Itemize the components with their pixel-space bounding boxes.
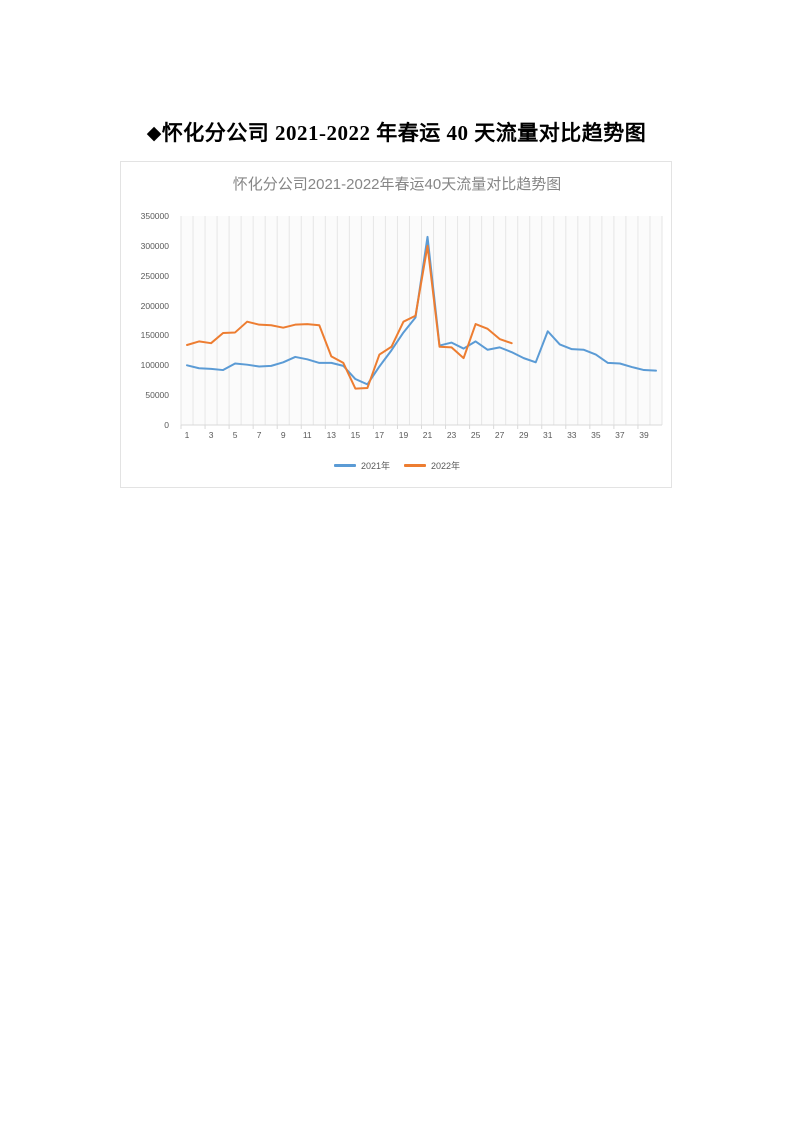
legend-item[interactable]: 2022年 [404,459,460,472]
x-axis-tick-label: 27 [494,430,505,440]
x-axis-tick-label: 25 [470,430,481,440]
series-line-2 [186,244,513,390]
x-axis-tick-label: 23 [446,430,457,440]
x-axis-tick-label: 11 [302,430,312,440]
x-axis-tick-label: 39 [639,430,649,440]
x-axis-tick-label: 13 [326,430,337,440]
x-axis-labels: 1 3 5 7 9 11 13 15 17 19 21 23 25 27 29 31 33 35 37 39 [121,162,673,489]
diamond-bullet-icon: ◆ [146,123,162,144]
chart-legend: 2021年 2022年 [121,459,673,472]
x-axis-tick-label: 37 [615,430,625,440]
legend-label: 2021年 [360,461,390,471]
gridlines [180,216,663,425]
x-axis-tick-label: 31 [543,430,553,440]
x-axis-tick-label: 15 [350,430,361,440]
y-axis-tick-label: 100000 [140,360,169,371]
x-axis-tick-label: 7 [256,430,262,440]
plot-area: 0 50000 100000 150000 200000 250000 300000 3500… [121,162,673,489]
legend-swatch-icon [404,464,426,467]
x-axis-tick-label: 19 [398,430,409,440]
legend-item[interactable]: 2021年 [333,459,390,472]
chart-title: 怀化分公司2021-2022年春运40天流量对比趋势图 [232,176,562,193]
y-axis-tick-label: 0 [164,420,169,430]
document-heading-text: 怀化分公司 2021-2022 年春运 40 天流量对比趋势图 [161,121,647,145]
x-axis-tick-label: 33 [567,430,577,440]
y-axis-tick-label: 50000 [145,390,169,401]
x-axis-tick-label: 29 [518,430,529,440]
chart-svg [180,216,663,429]
series-lines [186,235,657,390]
x-axis-tick-label: 21 [422,430,433,440]
x-axis-tick-label: 35 [591,430,601,440]
x-axis-tick-label: 1 [184,430,190,440]
x-axis-tick-label: 17 [374,430,385,440]
y-axis-labels: 0 50000 100000 150000 200000 250000 300000 3500… [121,162,169,489]
legend-label: 2022年 [431,461,461,471]
y-axis-tick-label: 200000 [140,300,169,311]
chart-container[interactable]: 怀化分公司2021-2022年春运40天流量对比趋势图 0 50000 100000… [120,161,672,488]
x-axis-tick-label: 5 [232,430,238,440]
x-axis-tick-label: 9 [280,430,286,440]
y-axis-tick-label: 250000 [140,270,169,281]
tick-marks [180,425,639,429]
y-axis-tick-label: 150000 [140,330,169,341]
x-axis-tick-label: 3 [208,430,214,440]
y-axis-tick-label: 300000 [140,240,169,251]
document-heading: ◆怀化分公司 2021-2022 年春运 40 天流量对比趋势图 [0,117,793,147]
legend-swatch-icon [333,464,356,467]
y-axis-tick-label: 350000 [140,211,169,221]
